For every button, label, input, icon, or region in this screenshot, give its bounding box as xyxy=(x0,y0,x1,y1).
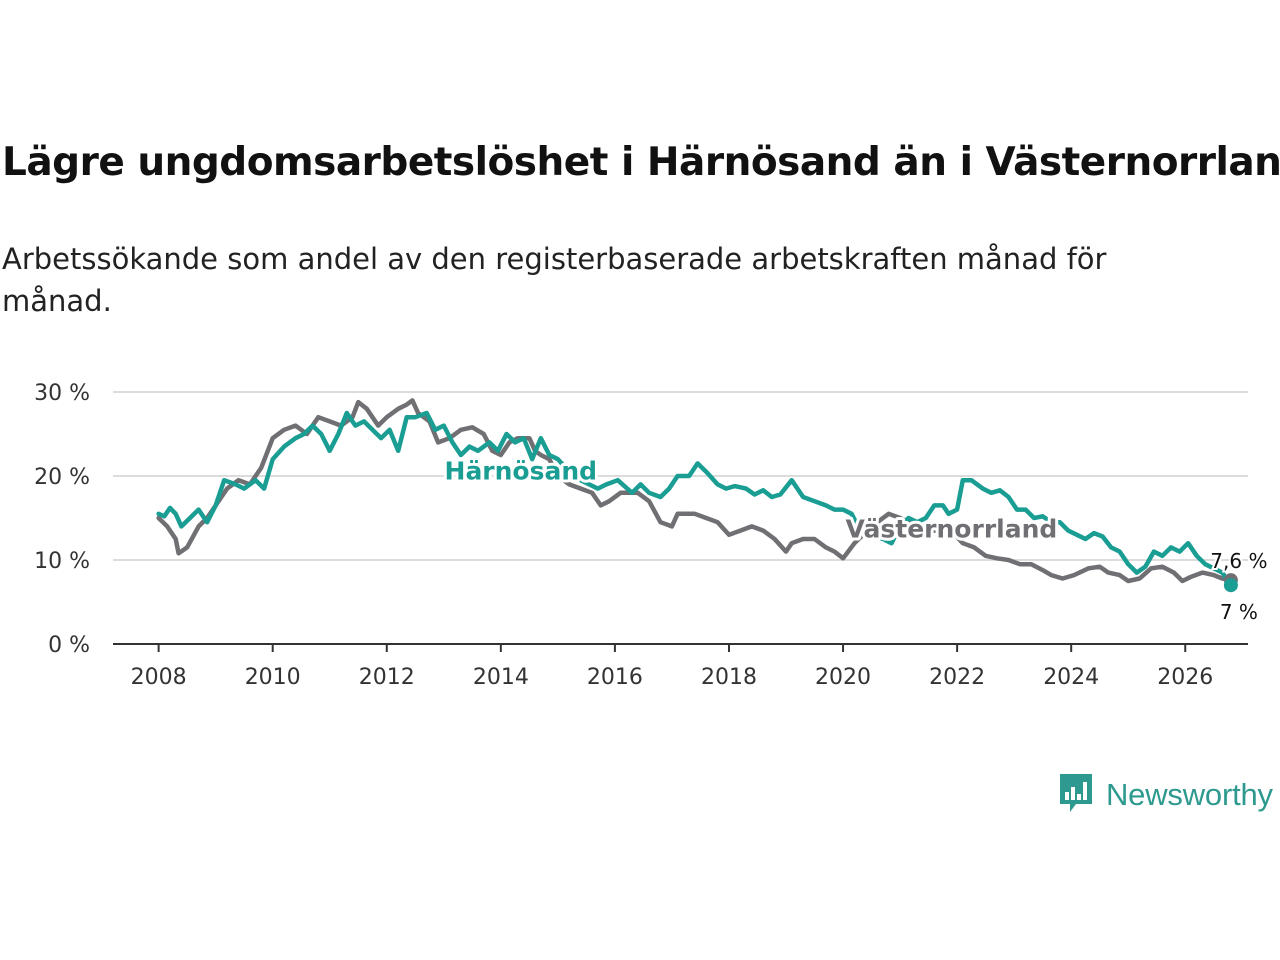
x-tick-label: 2024 xyxy=(1043,665,1099,690)
series-lines xyxy=(156,398,1238,593)
series-line-0 xyxy=(156,398,1234,584)
chart-subtitle: Arbetssökande som andel av den registerb… xyxy=(2,242,1107,318)
y-tick-label: 0 % xyxy=(48,633,90,658)
y-tick-label: 20 % xyxy=(34,465,90,490)
chart-title: Lägre ungdomsarbetslöshet i Härnösand än… xyxy=(2,140,1280,185)
newsworthy-logo: Newsworthy xyxy=(1058,772,1273,818)
x-tick-label: 2012 xyxy=(359,665,415,690)
x-tick-label: 2026 xyxy=(1157,665,1213,690)
axes: 30 % 20 % 10 % 0 % 2008 2010 2012 2014 2016 2018 2… xyxy=(34,381,1248,690)
series-name-label: Härnösand xyxy=(445,456,598,485)
x-tick-label: 2022 xyxy=(929,665,985,690)
x-tick-label: 2018 xyxy=(701,665,757,690)
x-tick-label: 2010 xyxy=(245,665,301,690)
x-tick-label: 2020 xyxy=(815,665,871,690)
x-tick-label: 2014 xyxy=(473,665,529,690)
series-labels: Härnösand Västernorrland 7,6 % 7 % xyxy=(442,453,1270,626)
brand-name: Newsworthy xyxy=(1106,777,1273,812)
y-tick-label: 30 % xyxy=(34,381,90,406)
series-end-label: 7,6 % xyxy=(1210,549,1267,573)
newsworthy-logo-icon xyxy=(1060,774,1092,812)
y-tick-label: 10 % xyxy=(34,549,90,574)
x-tick-label: 2016 xyxy=(587,665,643,690)
series-line-1 xyxy=(156,410,1234,588)
series-name-label: Västernorrland xyxy=(846,514,1058,543)
series-end-label: 7 % xyxy=(1220,600,1258,624)
series-end-marker-1 xyxy=(1223,578,1238,593)
x-tick-label: 2008 xyxy=(131,665,187,690)
